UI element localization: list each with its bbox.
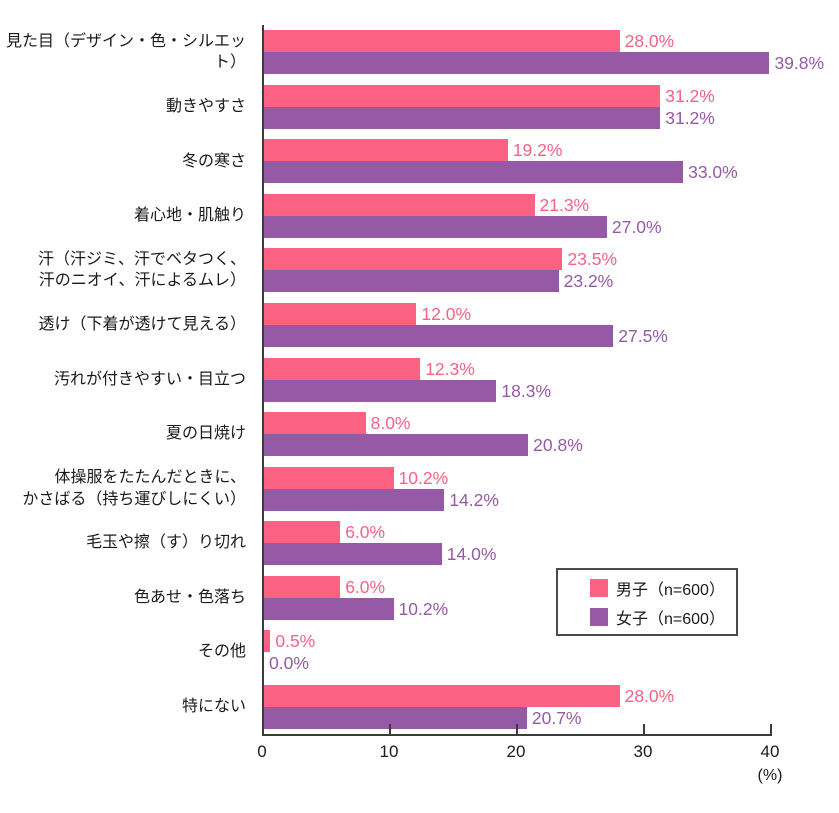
bar-boys <box>264 357 421 380</box>
category-label: 毛玉や擦（す）り切れ <box>85 534 246 552</box>
value-label-girls: 20.7% <box>531 707 582 728</box>
category-label: その他 <box>197 643 246 661</box>
value-label-girls: 33.0% <box>688 162 738 183</box>
bar-girls <box>264 52 770 75</box>
category-labels: 見た目（デザイン・色・シルエット） 動きやすさ冬の寒さ着心地・肌触り汗（汗ジミ、汗… <box>0 25 254 734</box>
value-label-girls: 27.5% <box>618 325 668 346</box>
value-label-girls: 39.8% <box>774 53 825 74</box>
category-label: 色あせ・色落ち <box>133 588 246 606</box>
bar-boys <box>264 684 620 707</box>
value-label-girls: 0.0% <box>269 653 309 674</box>
x-axis-unit: (%) <box>757 767 783 784</box>
bar-girls <box>264 379 497 402</box>
x-tick-mark <box>770 724 772 734</box>
value-label-boys: 28.0% <box>624 31 675 52</box>
category-label: 動きやすさ <box>165 98 246 115</box>
bar-girls <box>264 543 442 566</box>
legend-swatch-icon <box>590 607 608 626</box>
category-label: 透け（下着が透けて見える） <box>38 316 246 334</box>
x-axis-labels: (%) 0 10 20 30 40 <box>257 742 782 802</box>
bar-girls <box>264 106 661 129</box>
value-label-girls: 31.2% <box>665 107 715 128</box>
x-tick-label: 20 <box>506 742 526 761</box>
legend-item-boys: 男子（n=600） <box>590 576 736 600</box>
bar-boys <box>264 248 563 271</box>
bar-girls <box>264 324 614 347</box>
bar-girls <box>264 215 607 238</box>
legend-label: 女子（n=600） <box>616 610 725 628</box>
value-label-boys: 6.0% <box>345 522 386 543</box>
plot-area: 28.0% 39.8% 31.2% 31.2% 19.2% 33.0% 21.3% 27.0%… <box>262 25 824 736</box>
value-label-boys: 23.5% <box>567 249 618 270</box>
value-label-girls: 14.2% <box>449 489 499 510</box>
value-label-boys: 12.0% <box>421 303 472 324</box>
category-label: 体操服をたたんだときに、 かさばる（持ち運びしにくい） <box>22 468 246 508</box>
value-label-girls: 10.2% <box>398 598 449 619</box>
category-label: 特にない <box>181 697 246 715</box>
category-label: 汚れが付きやすい・目立つ <box>53 370 246 388</box>
value-label-boys: 21.3% <box>539 194 590 215</box>
bar-boys <box>264 302 417 325</box>
value-label-boys: 31.2% <box>665 85 715 106</box>
bar-boys <box>264 30 620 53</box>
value-label-girls: 23.2% <box>563 271 614 292</box>
bar-girls <box>264 488 445 511</box>
bar-girls <box>264 434 529 457</box>
bar-boys <box>264 139 508 162</box>
x-tick-mark <box>389 724 391 734</box>
bar-boys <box>264 575 341 598</box>
category-label: 汗（汗ジミ、汗でベタつく、 汗のニオイ、汗によるムレ） <box>37 250 246 290</box>
bar-boys <box>264 466 394 489</box>
category-label: 冬の寒さ <box>181 152 246 170</box>
value-label-boys: 28.0% <box>624 685 675 706</box>
legend-label: 男子（n=600） <box>616 581 725 599</box>
bar-boys <box>264 84 661 107</box>
bar-boys <box>264 521 341 544</box>
x-tick-label: 10 <box>379 742 399 761</box>
value-label-boys: 8.0% <box>370 413 411 434</box>
x-tick-mark <box>516 724 518 734</box>
value-label-boys: 10.2% <box>398 467 449 488</box>
bar-girls <box>264 706 527 729</box>
value-label-girls: 18.3% <box>501 380 552 401</box>
legend: 男子（n=600） 女子（n=600） <box>556 568 738 636</box>
value-label-boys: 12.3% <box>425 358 475 379</box>
x-tick-label: 0 <box>257 742 267 761</box>
bar-girls <box>264 270 559 293</box>
bar-girls <box>264 597 394 620</box>
value-label-boys: 19.2% <box>512 140 563 161</box>
category-label: 夏の日焼け <box>165 425 246 443</box>
x-tick-label: 40 <box>760 742 780 761</box>
bar-boys <box>264 193 535 216</box>
legend-swatch-icon <box>590 578 608 597</box>
value-label-girls: 14.0% <box>446 544 497 565</box>
bar-boys <box>264 412 366 435</box>
value-label-boys: 6.0% <box>345 576 386 597</box>
value-label-boys: 0.5% <box>275 631 316 652</box>
value-label-girls: 27.0% <box>611 216 662 237</box>
x-tick-label: 30 <box>633 742 653 761</box>
x-tick-mark <box>643 724 645 734</box>
bar-boys <box>264 630 271 653</box>
bar-girls <box>264 161 684 184</box>
legend-item-girls: 女子（n=600） <box>590 605 736 629</box>
category-label: 着心地・肌触り <box>133 207 246 225</box>
category-label: 見た目（デザイン・色・シルエット） <box>5 32 246 72</box>
value-label-girls: 20.8% <box>533 435 583 456</box>
